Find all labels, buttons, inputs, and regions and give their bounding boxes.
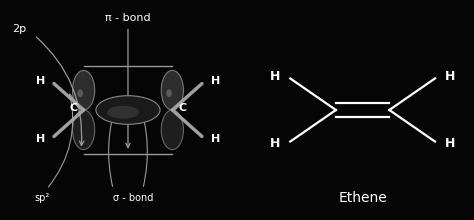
Text: H: H — [211, 76, 220, 86]
Text: sp²: sp² — [34, 193, 50, 203]
Ellipse shape — [107, 106, 139, 119]
Ellipse shape — [78, 89, 83, 97]
Text: C: C — [70, 103, 78, 113]
Ellipse shape — [73, 70, 95, 110]
Ellipse shape — [96, 96, 160, 124]
Text: Ethene: Ethene — [338, 191, 387, 205]
Text: C: C — [178, 103, 186, 113]
Text: σ - bond: σ - bond — [113, 193, 153, 203]
Text: H: H — [36, 134, 45, 144]
Ellipse shape — [73, 110, 95, 150]
Text: H: H — [446, 70, 456, 83]
Text: π - bond: π - bond — [105, 13, 151, 23]
Text: H: H — [270, 70, 280, 83]
Text: H: H — [36, 76, 45, 86]
Text: H: H — [211, 134, 220, 144]
Text: H: H — [446, 137, 456, 150]
Ellipse shape — [161, 70, 183, 110]
Ellipse shape — [166, 89, 172, 97]
Text: 2p: 2p — [12, 24, 26, 34]
Ellipse shape — [161, 110, 183, 150]
Text: H: H — [270, 137, 280, 150]
